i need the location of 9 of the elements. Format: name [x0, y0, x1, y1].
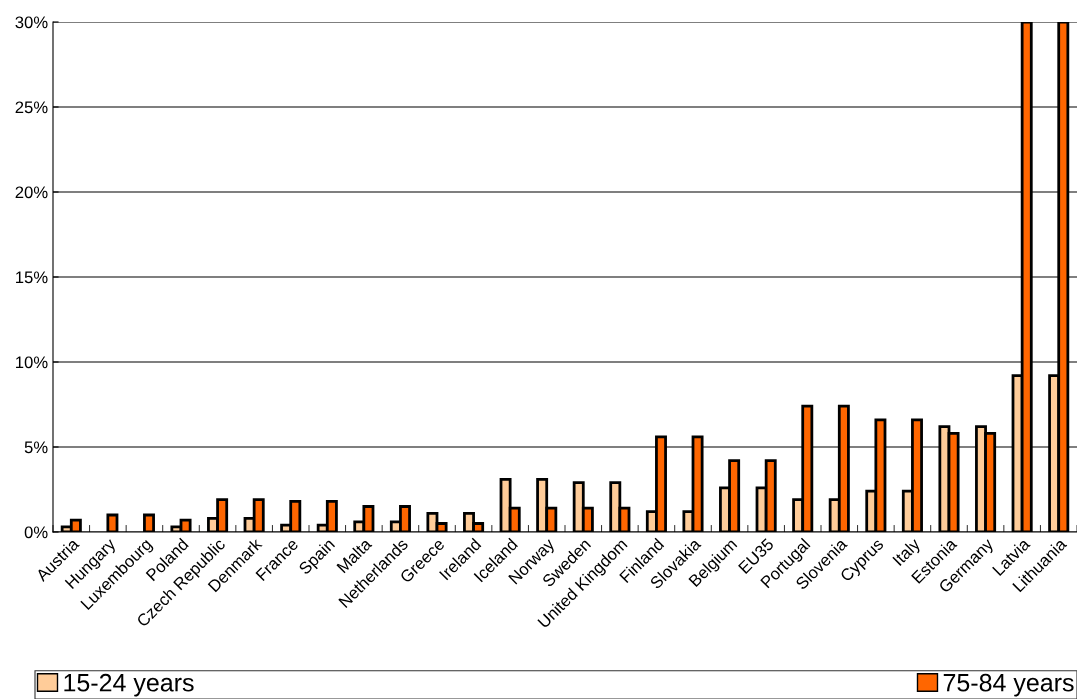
- y-tick-label: 30%: [15, 16, 48, 29]
- y-tick-label: 0%: [24, 526, 48, 539]
- y-tick-label: 25%: [15, 101, 48, 114]
- y-tick-label: 5%: [24, 441, 48, 454]
- legend-label: 75-84 years: [943, 673, 1074, 697]
- y-tick-label: 20%: [15, 186, 48, 199]
- legend-label: 15-24 years: [64, 673, 194, 697]
- y-tick-label: 10%: [16, 356, 48, 369]
- y-tick-label: 15%: [16, 271, 48, 284]
